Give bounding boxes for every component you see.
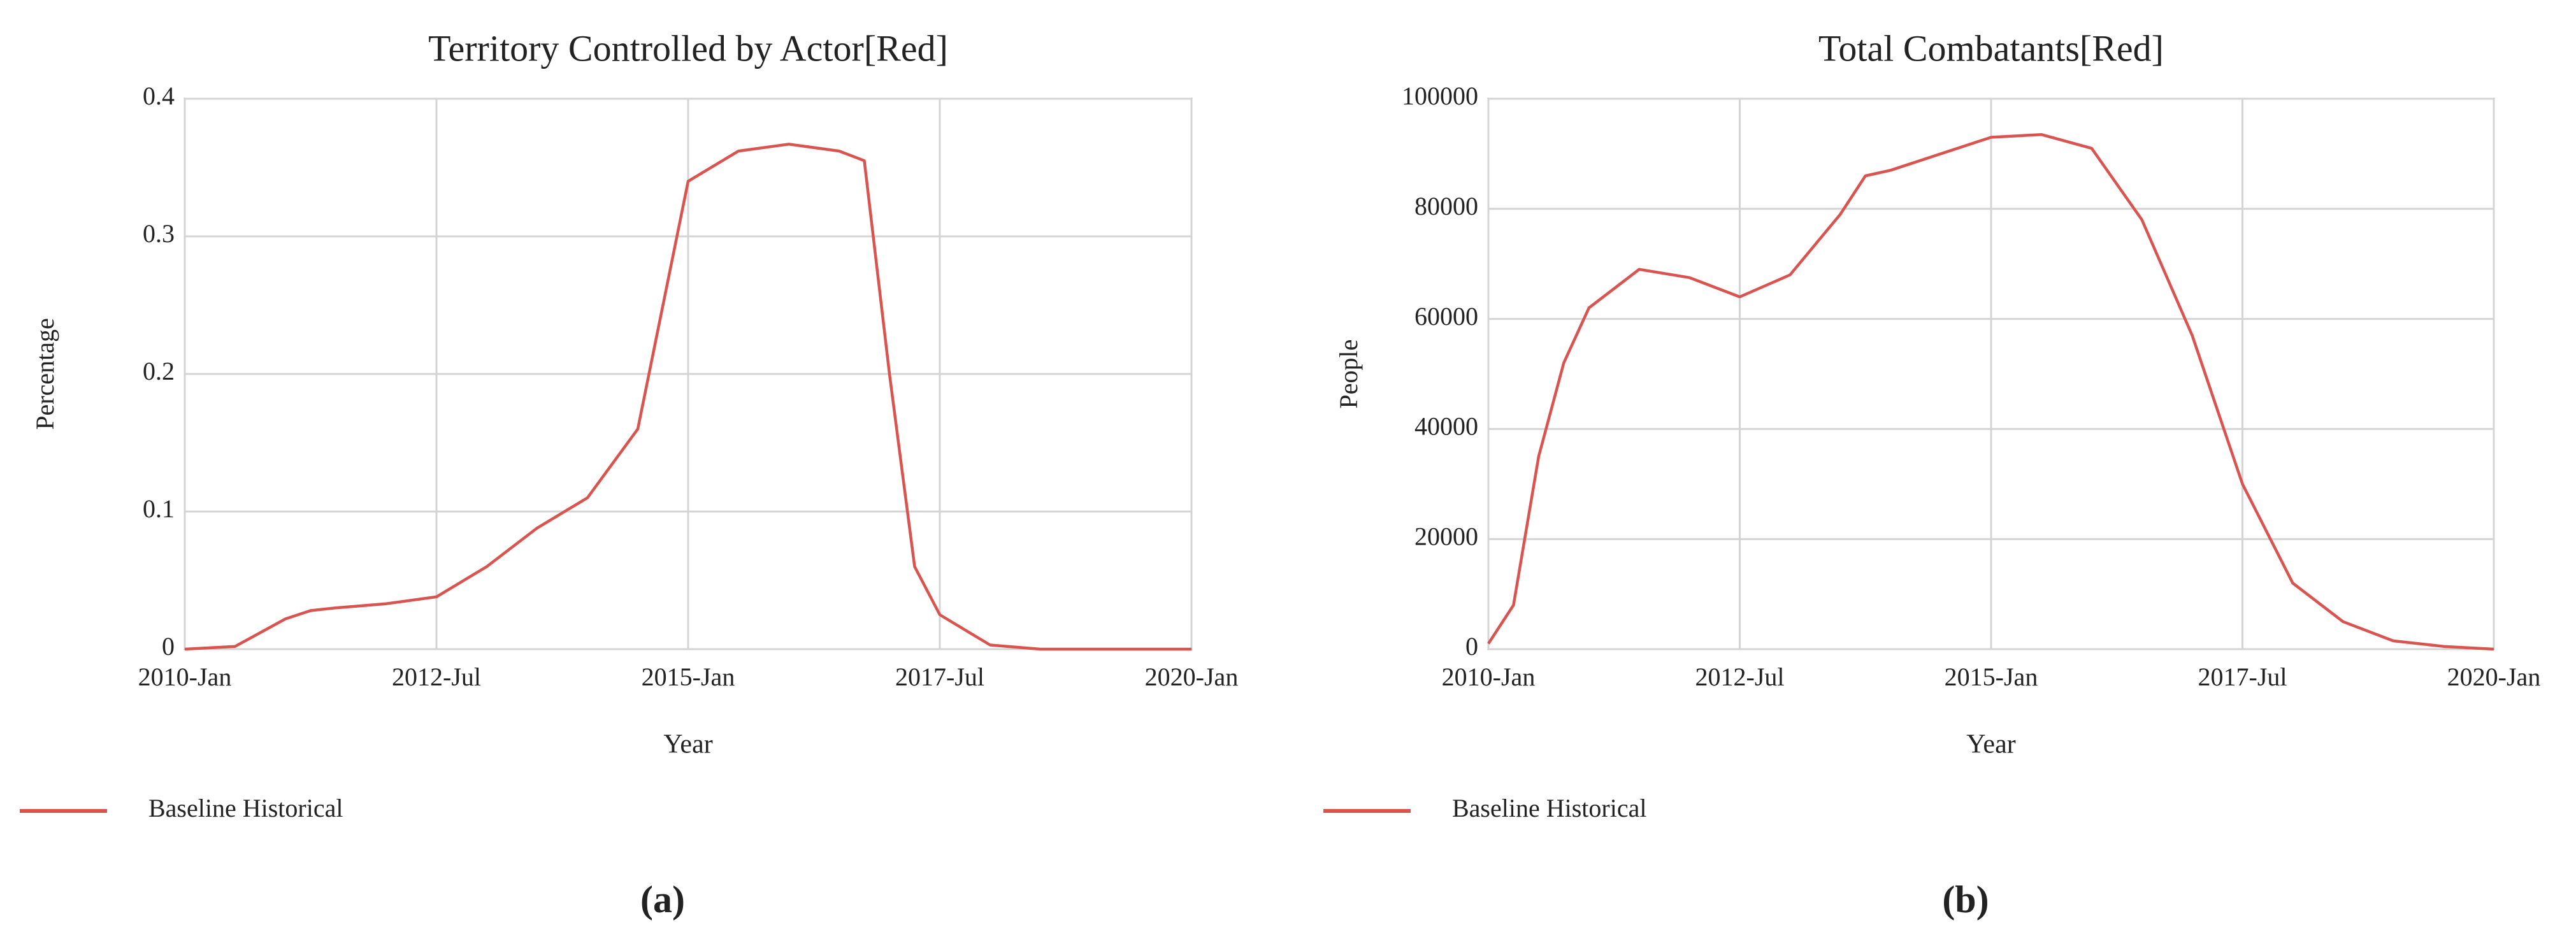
x-axis-label: Year [663, 730, 712, 759]
y-tick-label: 0 [162, 632, 175, 661]
y-tick-label: 0.3 [143, 219, 175, 248]
x-tick-label: 2015-Jan [642, 663, 735, 691]
y-tick-label: 60000 [1414, 302, 1478, 331]
x-tick-label: 2017-Jul [895, 663, 984, 691]
y-tick-label: 0.4 [143, 82, 175, 110]
y-tick-label: 0 [1465, 632, 1478, 661]
x-tick-label: 2012-Jul [392, 663, 481, 691]
x-tick-label: 2010-Jan [138, 663, 232, 691]
y-axis-label: Percentage [31, 318, 59, 429]
x-tick-label: 2010-Jan [1442, 663, 1536, 691]
legend-label: Baseline Historical [1452, 794, 1646, 822]
y-tick-label: 80000 [1414, 192, 1478, 220]
y-tick-label: 0.2 [143, 357, 175, 385]
x-tick-label: 2015-Jan [1945, 663, 2038, 691]
panel-caption: (a) [640, 878, 685, 921]
panel-caption: (b) [1942, 878, 1989, 921]
y-tick-label: 100000 [1402, 82, 1478, 110]
series-line [1487, 133, 2494, 651]
x-tick-label: 2020-Jan [2447, 663, 2541, 691]
y-axis-label: People [1334, 340, 1363, 409]
x-axis-label: Year [1966, 730, 2015, 759]
y-tick-label: 0.1 [143, 494, 175, 523]
series-line [184, 143, 1191, 651]
chart-title: Total Combatants[Red] [1818, 27, 2164, 69]
x-tick-label: 2017-Jul [2198, 663, 2287, 691]
x-tick-label: 2012-Jul [1695, 663, 1785, 691]
y-tick-label: 20000 [1414, 522, 1478, 550]
legend-label: Baseline Historical [148, 794, 343, 822]
y-tick-label: 40000 [1414, 412, 1478, 441]
x-tick-label: 2020-Jan [1145, 663, 1239, 691]
chart-title: Territory Controlled by Actor[Red] [428, 27, 948, 69]
